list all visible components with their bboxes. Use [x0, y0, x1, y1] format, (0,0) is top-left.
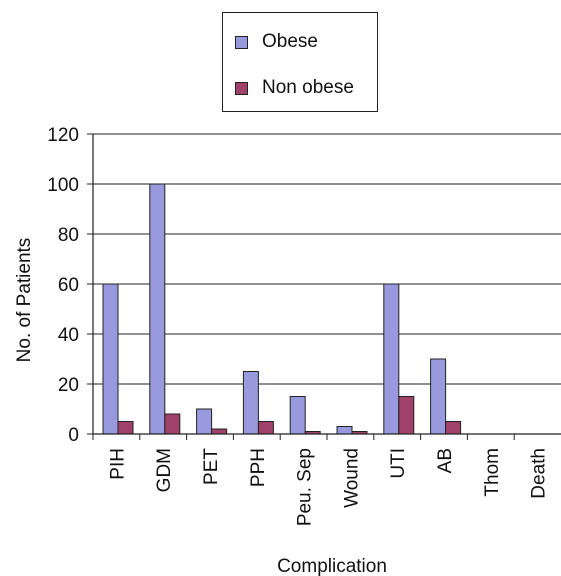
x-tick-label: PPH: [248, 448, 269, 487]
legend-label-non-obese: Non obese: [262, 77, 354, 98]
legend-swatch-obese: [235, 35, 248, 49]
y-axis-label: No. of Patients: [14, 238, 35, 363]
bar-obese-uti: [383, 283, 400, 435]
x-axis-label: Complication: [277, 556, 387, 576]
x-tick-label: Thom: [482, 448, 503, 497]
bar-non-obese-pet: [211, 428, 228, 435]
bar-obese-pih: [102, 283, 119, 435]
x-tick-label: Peu. Sep: [295, 448, 316, 526]
x-tick-label: PET: [201, 448, 222, 485]
bar-non-obese-pih: [117, 421, 134, 435]
bar-non-obese-ab: [445, 421, 462, 435]
y-tick-label: 20: [58, 375, 79, 396]
y-tick-label: 40: [58, 325, 79, 346]
x-tick-label: AB: [435, 448, 456, 473]
axes: 0 20 40 60 80 100 120 PIH GDM PET PPH Peu. Sep Wound…: [47, 125, 561, 526]
bar-non-obese-gdm: [164, 413, 181, 435]
legend-item-non-obese: Non obese: [235, 77, 354, 99]
x-tick-label: Death: [529, 448, 550, 499]
legend-item-obese: Obese: [235, 31, 318, 53]
bar-obese-peu-sep: [289, 396, 306, 435]
x-tick-label: PIH: [107, 448, 128, 480]
bar-obese-wound: [336, 426, 353, 435]
bar-non-obese-pph: [257, 421, 274, 435]
y-tick-label: 0: [68, 425, 79, 446]
y-tick-label: 60: [58, 275, 79, 296]
legend: Obese Non obese: [222, 12, 378, 112]
legend-label-obese: Obese: [262, 31, 318, 52]
y-tick-label: 80: [58, 225, 79, 246]
y-tick-label: 120: [47, 125, 79, 146]
x-tick-label: UTI: [388, 448, 409, 479]
y-tick-label: 100: [47, 175, 79, 196]
x-tick-label: Wound: [341, 448, 362, 508]
gridlines: [93, 133, 561, 385]
bar-obese-pph: [242, 371, 259, 435]
legend-swatch-non-obese: [235, 81, 248, 95]
bar-obese-ab: [430, 358, 447, 435]
x-tick-label: GDM: [154, 448, 175, 492]
bar-obese-gdm: [149, 183, 166, 435]
bar-non-obese-uti: [398, 396, 415, 435]
bars: [102, 183, 462, 435]
bar-obese-pet: [196, 408, 213, 435]
